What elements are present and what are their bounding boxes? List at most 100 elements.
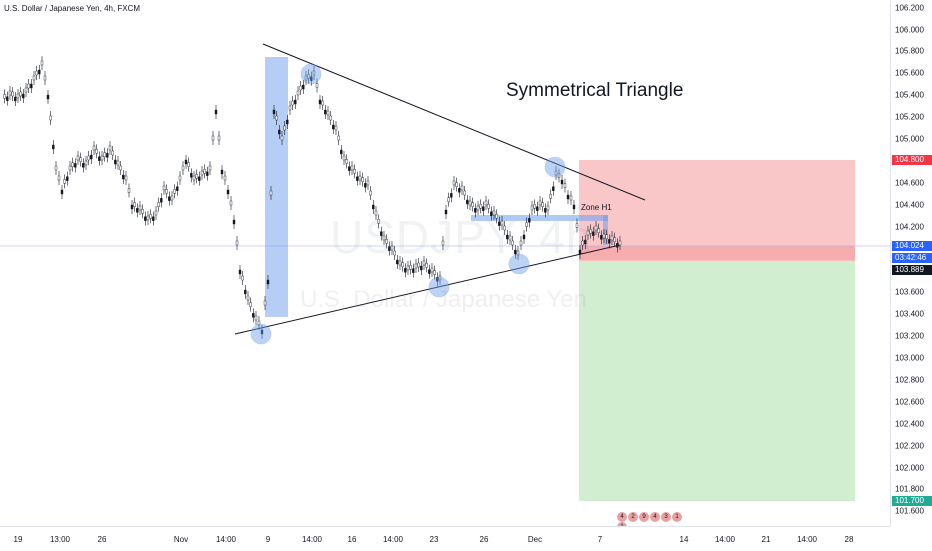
candle-body (482, 206, 485, 211)
time-label: Nov (173, 535, 189, 544)
candle-body (254, 315, 258, 321)
candle-body (296, 90, 300, 96)
candle-body (530, 205, 534, 211)
candle-body (536, 206, 539, 211)
candle-body (554, 170, 558, 176)
candle-body (592, 231, 595, 236)
candle-body (345, 159, 348, 164)
candle-body (124, 175, 128, 181)
candle-body (569, 195, 573, 201)
candle-body (280, 135, 284, 141)
event-flag-icon[interactable]: 4 (617, 512, 627, 522)
candle-body (111, 150, 114, 156)
candle-body (487, 204, 490, 209)
candle-body (286, 119, 289, 125)
candle-body (19, 91, 22, 97)
candle-body (466, 199, 469, 205)
candle-body (511, 240, 514, 246)
time-label: 9 (265, 535, 271, 544)
candle-body (299, 85, 302, 91)
candle-body (420, 265, 423, 271)
candle-body (508, 235, 512, 241)
candle-body (22, 93, 25, 99)
candle-body (6, 96, 9, 101)
price-tick: 103.000 (895, 353, 924, 363)
candle-body (30, 83, 33, 89)
last-price-label[interactable]: 104.024 (892, 241, 932, 251)
candle-body (272, 109, 276, 115)
candle-body (310, 76, 313, 81)
event-flag-icon[interactable]: 4 (650, 512, 660, 522)
zone-h1-side (603, 215, 608, 245)
candle-body (170, 195, 174, 201)
candle-body (581, 240, 584, 246)
candle-body (154, 210, 158, 216)
candle-body (184, 159, 188, 165)
candle-body (32, 75, 36, 81)
pattern-title-label[interactable]: Symmetrical Triangle (506, 80, 684, 101)
candle-body (79, 157, 82, 162)
zone-h1-bar (471, 215, 608, 221)
event-flag-icon[interactable]: 2 (628, 512, 638, 522)
symbol-title[interactable]: U.S. Dollar / Japanese Yen, 4h, FXCM (4, 4, 141, 13)
candle-body (141, 209, 144, 214)
stop-loss-price-label[interactable]: 104.800 (892, 155, 932, 165)
candle-body (165, 189, 168, 194)
event-flag-icon[interactable]: 9 (639, 512, 649, 522)
candle-body (353, 169, 356, 174)
candle-body (252, 313, 255, 318)
price-axis[interactable]: 106.200 106.000 105.800 105.600 105.400 105.2… (890, 0, 932, 526)
candle-body (82, 163, 85, 168)
time-label: 16 (347, 535, 357, 544)
candle-body (195, 174, 198, 179)
candle-body (214, 109, 218, 115)
chart-area[interactable]: U.S. Dollar / Japanese Yen, 4h, FXCM USD… (0, 0, 890, 532)
time-label: 14 (679, 535, 689, 544)
candle-body (613, 237, 616, 242)
candle-body (428, 269, 431, 274)
touch-point-marker (300, 63, 322, 85)
candle-body (246, 295, 250, 301)
candle-body (200, 170, 204, 176)
candle-body (315, 83, 319, 88)
take-profit-price-label[interactable]: 101.700 (892, 496, 932, 506)
candle-body (329, 115, 332, 121)
event-flag-icon[interactable]: 1 (672, 512, 682, 522)
bar-countdown-label[interactable]: 03:42:46 (892, 253, 932, 263)
candle-body (3, 94, 6, 99)
reward-zone (579, 261, 855, 501)
touch-point-marker (250, 323, 272, 345)
candle-body (414, 263, 418, 269)
touch-point-marker (428, 276, 450, 298)
price-tick: 105.400 (895, 90, 924, 100)
candle-body (302, 84, 305, 90)
price-tick: 101.800 (895, 484, 924, 494)
event-flag-icon[interactable]: 3 (661, 512, 671, 522)
candle-body (438, 275, 442, 281)
time-axis[interactable]: 19 13:00 26 Nov 14:00 9 14:00 16 14:00 23 26 Dec 7 14… (0, 526, 890, 551)
candle-body (206, 171, 209, 176)
candle-body (546, 205, 550, 211)
zone-label[interactable]: Zone H1 (581, 203, 612, 212)
chart-canvas[interactable] (0, 0, 890, 526)
entry-price-label[interactable]: 103.889 (892, 265, 932, 275)
candle-body (366, 180, 370, 186)
candle-body (450, 193, 453, 198)
price-tick: 102.800 (895, 375, 924, 385)
candle-body (187, 162, 190, 167)
candle-body (412, 268, 415, 273)
candle-body (95, 149, 98, 154)
candle-body (116, 160, 120, 166)
candle-body (63, 179, 66, 184)
candle-body (160, 198, 163, 203)
candle-body (257, 320, 261, 326)
breakout-highlight (265, 57, 288, 317)
candle-body (332, 124, 335, 130)
candle-body (176, 186, 179, 191)
candle-body (229, 200, 233, 206)
candle-body (40, 60, 44, 66)
candle-body (516, 250, 520, 256)
candle-body (471, 202, 474, 207)
candle-body (157, 202, 160, 207)
